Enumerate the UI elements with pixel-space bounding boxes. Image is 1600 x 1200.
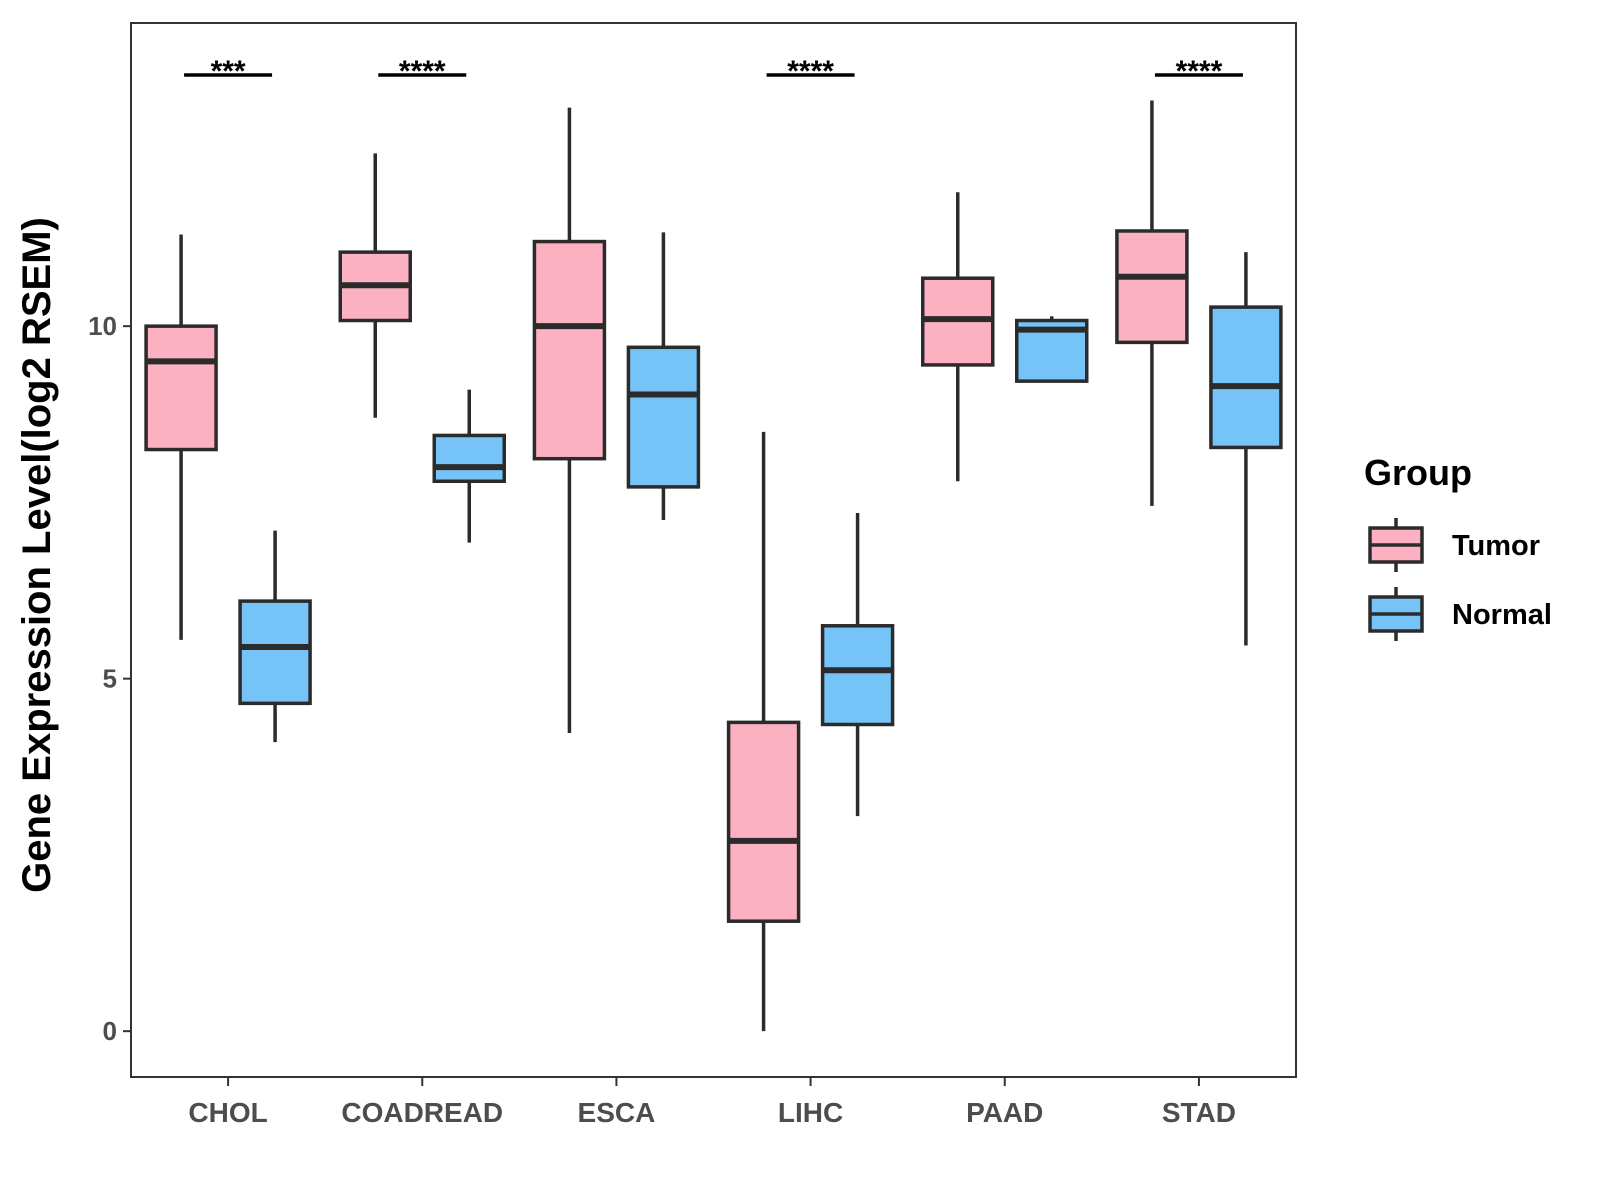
legend-label-normal: Normal <box>1452 599 1552 631</box>
box-body <box>1209 305 1283 450</box>
box-tumor-esca <box>532 107 607 733</box>
x-tick-label-paad: PAAD <box>966 1097 1043 1128</box>
box-body <box>238 599 312 706</box>
box-tumor-paad <box>921 192 995 482</box>
box-tumor-stad <box>1115 100 1189 506</box>
significance-label: **** <box>787 55 834 88</box>
box-body <box>432 433 506 484</box>
box-tumor-lihc <box>726 431 801 1032</box>
legend-item-tumor: Tumor <box>1368 518 1540 572</box>
x-tick-label-chol: CHOL <box>188 1097 267 1128</box>
significance-label: **** <box>399 55 446 88</box>
legend: Group Tumor Normal <box>1364 452 1552 641</box>
x-tick-label-stad: STAD <box>1162 1097 1236 1128</box>
box-normal-paad <box>1015 316 1089 383</box>
box-body <box>532 239 607 461</box>
x-tick-label-coadread: COADREAD <box>341 1097 503 1128</box>
box-body <box>626 345 701 489</box>
significance-coadread: **** <box>378 55 467 88</box>
legend-label-tumor: Tumor <box>1452 530 1540 562</box>
box-body <box>820 624 895 727</box>
box-normal-lihc <box>820 512 895 817</box>
box-tumor-coadread <box>338 153 412 418</box>
significance-label: **** <box>1176 55 1223 88</box>
x-tick-label-lihc: LIHC <box>778 1097 843 1128</box>
significance-stad: **** <box>1154 55 1243 88</box>
x-tick-label-esca: ESCA <box>578 1097 656 1128</box>
box-body <box>726 720 801 923</box>
significance-label: *** <box>211 55 246 88</box>
box-body <box>1115 229 1189 345</box>
y-tick-label-10: 10 <box>88 311 117 341</box>
significance-lihc: **** <box>766 55 855 88</box>
panel-border <box>130 22 1297 1078</box>
box-normal-chol <box>238 530 312 743</box>
box-normal-coadread <box>432 389 506 543</box>
box-normal-stad <box>1209 252 1283 646</box>
legend-title: Group <box>1364 452 1472 493</box>
box-normal-esca <box>626 232 701 521</box>
box-body <box>144 324 218 452</box>
legend-item-normal: Normal <box>1368 587 1552 641</box>
significance-chol: *** <box>184 55 273 88</box>
box-tumor-chol <box>144 234 218 640</box>
y-tick-label-5: 5 <box>103 664 117 694</box>
y-axis-title: Gene Expression Level(log2 RSEM) <box>15 217 59 893</box>
y-tick-label-0: 0 <box>103 1016 117 1046</box>
